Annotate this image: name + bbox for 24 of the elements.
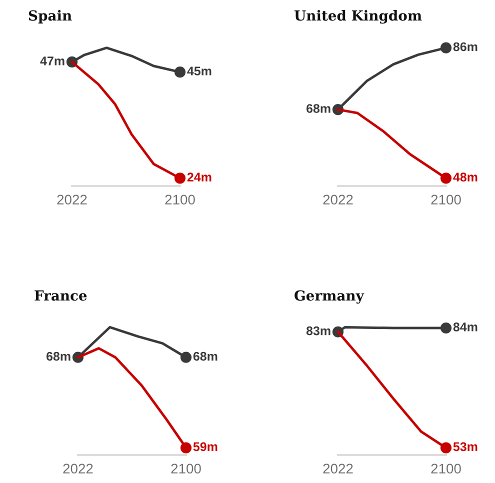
data-label: 84m [453,322,478,332]
x-tick-label: 2100 [165,194,195,205]
data-label: 68m [46,352,70,361]
data-label: 86m [453,42,478,52]
data-label: 45m [187,66,212,76]
data-label: 59m [193,442,218,452]
data-label: 48m [453,172,478,182]
chart-title: United Kingdom [294,10,422,24]
data-label: 53m [453,442,478,452]
chart-title: Germany [294,290,364,304]
x-tick-label: 2022 [63,464,93,474]
x-tick-label: 2100 [171,464,201,474]
x-tick-label: 2100 [431,194,461,205]
data-label: 68m [306,104,330,113]
x-tick-label: 2100 [431,464,461,474]
chart-title: Spain [28,10,72,24]
x-tick-label: 2022 [323,464,353,474]
x-tick-label: 2022 [323,194,353,205]
data-label: 68m [193,352,218,361]
chart-title: France [34,290,87,301]
data-label: 83m [306,326,330,336]
data-label: 24m [187,172,212,182]
x-tick-label: 2022 [57,194,87,205]
data-label: 47m [40,56,64,66]
